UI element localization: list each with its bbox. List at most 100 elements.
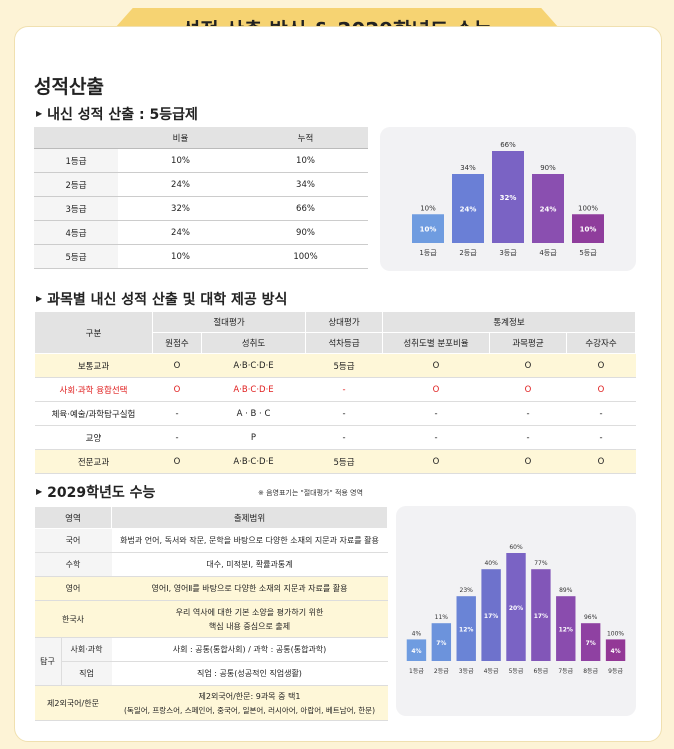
grading-table: 비율 누적 1등급 10% 10% 2등급 24% 34% 3등급 32% 66…	[34, 127, 368, 269]
cell: O	[489, 377, 567, 402]
bar-value-label: 20%	[509, 605, 523, 612]
cell: A · B · C	[201, 401, 306, 426]
bar-cumulative-label: 96%	[584, 614, 598, 621]
cell: -	[152, 401, 202, 426]
header-rank-grade: 석차등급	[305, 332, 383, 354]
grade-cumulative: 100%	[243, 244, 368, 269]
bar	[506, 553, 526, 661]
category-tick-label: 5등급	[579, 249, 597, 257]
cell: O	[152, 377, 202, 402]
cell: -	[566, 425, 636, 450]
cell: O	[489, 353, 567, 378]
grade-cumulative: 34%	[243, 172, 368, 197]
bar-cumulative-label: 10%	[420, 204, 436, 212]
grading-chart-svg: 10% 10% 1등급 24% 34% 2등급 32% 66% 3등급 24% 90% 4등급 10% 1…	[412, 141, 604, 257]
grading-table-header: 비율 누적	[34, 127, 368, 149]
header-students: 수강자수	[566, 332, 636, 354]
area-scope-line1: 우리 역사에 대한 기본 소양을 평가하기 위한	[175, 607, 324, 617]
area-label: 국어	[34, 528, 112, 553]
cell: 5등급	[305, 449, 383, 474]
table-row: 국어 화법과 언어, 독서와 작문, 문학을 바탕으로 다양한 소재의 지문과 …	[34, 528, 388, 553]
bar	[452, 174, 484, 243]
area-label: 수학	[34, 552, 112, 577]
bar-cumulative-label: 60%	[509, 544, 523, 551]
cell: P	[201, 425, 306, 450]
row-category: 보통교과	[34, 353, 153, 378]
header-achievement: 성취도	[201, 332, 306, 354]
grade-cumulative: 10%	[243, 148, 368, 173]
bar-value-label: 4%	[411, 648, 421, 655]
bar-cumulative-label: 34%	[460, 164, 476, 172]
bar	[605, 639, 626, 661]
cell: A·B·C·D·E	[201, 353, 306, 378]
bar	[556, 596, 576, 661]
bar-value-label: 7%	[586, 640, 596, 647]
category-tick-label: 8등급	[583, 668, 598, 675]
csat-table-header: 영역 출제범위	[34, 506, 388, 529]
grade-label: 2등급	[34, 172, 118, 197]
area-scope-line1: 제2외국어/한문: 9과목 중 택1	[198, 691, 301, 701]
grade-ratio: 10%	[118, 244, 243, 269]
cell: O	[382, 353, 490, 378]
bar-value-label: 10%	[420, 226, 437, 234]
row-category: 전문교과	[34, 449, 153, 474]
subjects-table: 구분 절대평가 상대평가 통계정보 원점수 성취도 석차등급 성취도별 분포비율…	[34, 311, 636, 474]
grade-label: 4등급	[34, 220, 118, 245]
area-scope: 영어Ⅰ, 영어Ⅱ를 바탕으로 다양한 소재의 지문과 자료를 활용	[111, 576, 388, 601]
grade-ratio: 32%	[118, 196, 243, 221]
row-category: 교양	[34, 425, 153, 450]
cell: O	[382, 449, 490, 474]
header-distribution: 성취도별 분포비율	[382, 332, 490, 354]
cell: O	[382, 377, 490, 402]
bar	[532, 174, 564, 243]
subjects-title: 과목별 내신 성적 산출 및 대학 제공 방식	[47, 292, 288, 308]
area-label: 제2외국어/한문	[34, 685, 112, 721]
bar	[406, 639, 427, 661]
area-scope: 직업 : 공통(성공적인 직업생활)	[111, 661, 388, 686]
category-tick-label: 1등급	[409, 668, 424, 675]
bar	[572, 214, 604, 243]
csat-title: 2029학년도 수능	[47, 485, 156, 501]
bar-value-label: 12%	[459, 627, 473, 634]
bar-cumulative-label: 90%	[540, 164, 556, 172]
bar-cumulative-label: 66%	[500, 141, 516, 149]
area-sub-label: 직업	[61, 661, 112, 686]
area-scope: 사회 : 공통(통합사회) / 과학 : 공통(통합과학)	[111, 637, 388, 662]
bar-cumulative-label: 23%	[460, 587, 474, 594]
grade-ratio: 24%	[118, 220, 243, 245]
table-row: 보통교과 O A·B·C·D·E 5등급 O O O	[34, 353, 636, 378]
cell: O	[566, 377, 636, 402]
category-tick-label: 4등급	[484, 668, 499, 675]
area-scope-line2: 핵심 내용 중심으로 출제	[208, 621, 291, 631]
header-raw-score: 원점수	[152, 332, 202, 354]
table-row: 교양 - P - - - -	[34, 425, 636, 450]
bar	[412, 214, 444, 243]
bar-cumulative-label: 40%	[484, 560, 498, 567]
grade-label: 3등급	[34, 196, 118, 221]
header-statistics: 통계정보	[382, 311, 636, 333]
cell: O	[566, 353, 636, 378]
table-row: 체육·예술/과학탐구실험 - A · B · C - - - -	[34, 401, 636, 426]
area-label: 한국사	[34, 600, 112, 638]
table-row: 영어 영어Ⅰ, 영어Ⅱ를 바탕으로 다양한 소재의 지문과 자료를 활용	[34, 576, 388, 601]
table-row: 한국사 우리 역사에 대한 기본 소양을 평가하기 위한 핵심 내용 중심으로 …	[34, 600, 388, 638]
section-title: 성적산출	[34, 76, 104, 98]
csat-heading: ▶ 2029학년도 수능	[36, 482, 155, 502]
bar-value-label: 17%	[484, 613, 498, 620]
area-scope: 대수, 미적분Ⅰ, 확률과통계	[111, 552, 388, 577]
bar	[431, 623, 452, 661]
cell: A·B·C·D·E	[201, 377, 306, 402]
grade-ratio: 10%	[118, 148, 243, 173]
header-category: 구분	[34, 311, 153, 354]
cell: -	[489, 425, 567, 450]
category-tick-label: 3등급	[459, 668, 474, 675]
table-row: 수학 대수, 미적분Ⅰ, 확률과통계	[34, 552, 388, 577]
bar-value-label: 17%	[534, 613, 548, 620]
grade-label: 5등급	[34, 244, 118, 269]
bar-value-label: 7%	[436, 640, 446, 647]
bar-value-label: 4%	[610, 648, 620, 655]
header-area: 영역	[34, 506, 112, 529]
category-tick-label: 5등급	[509, 668, 524, 675]
table-row: 제2외국어/한문 제2외국어/한문: 9과목 중 택1 (독일어, 프랑스어, …	[34, 685, 388, 721]
category-tick-label: 6등급	[533, 668, 548, 675]
